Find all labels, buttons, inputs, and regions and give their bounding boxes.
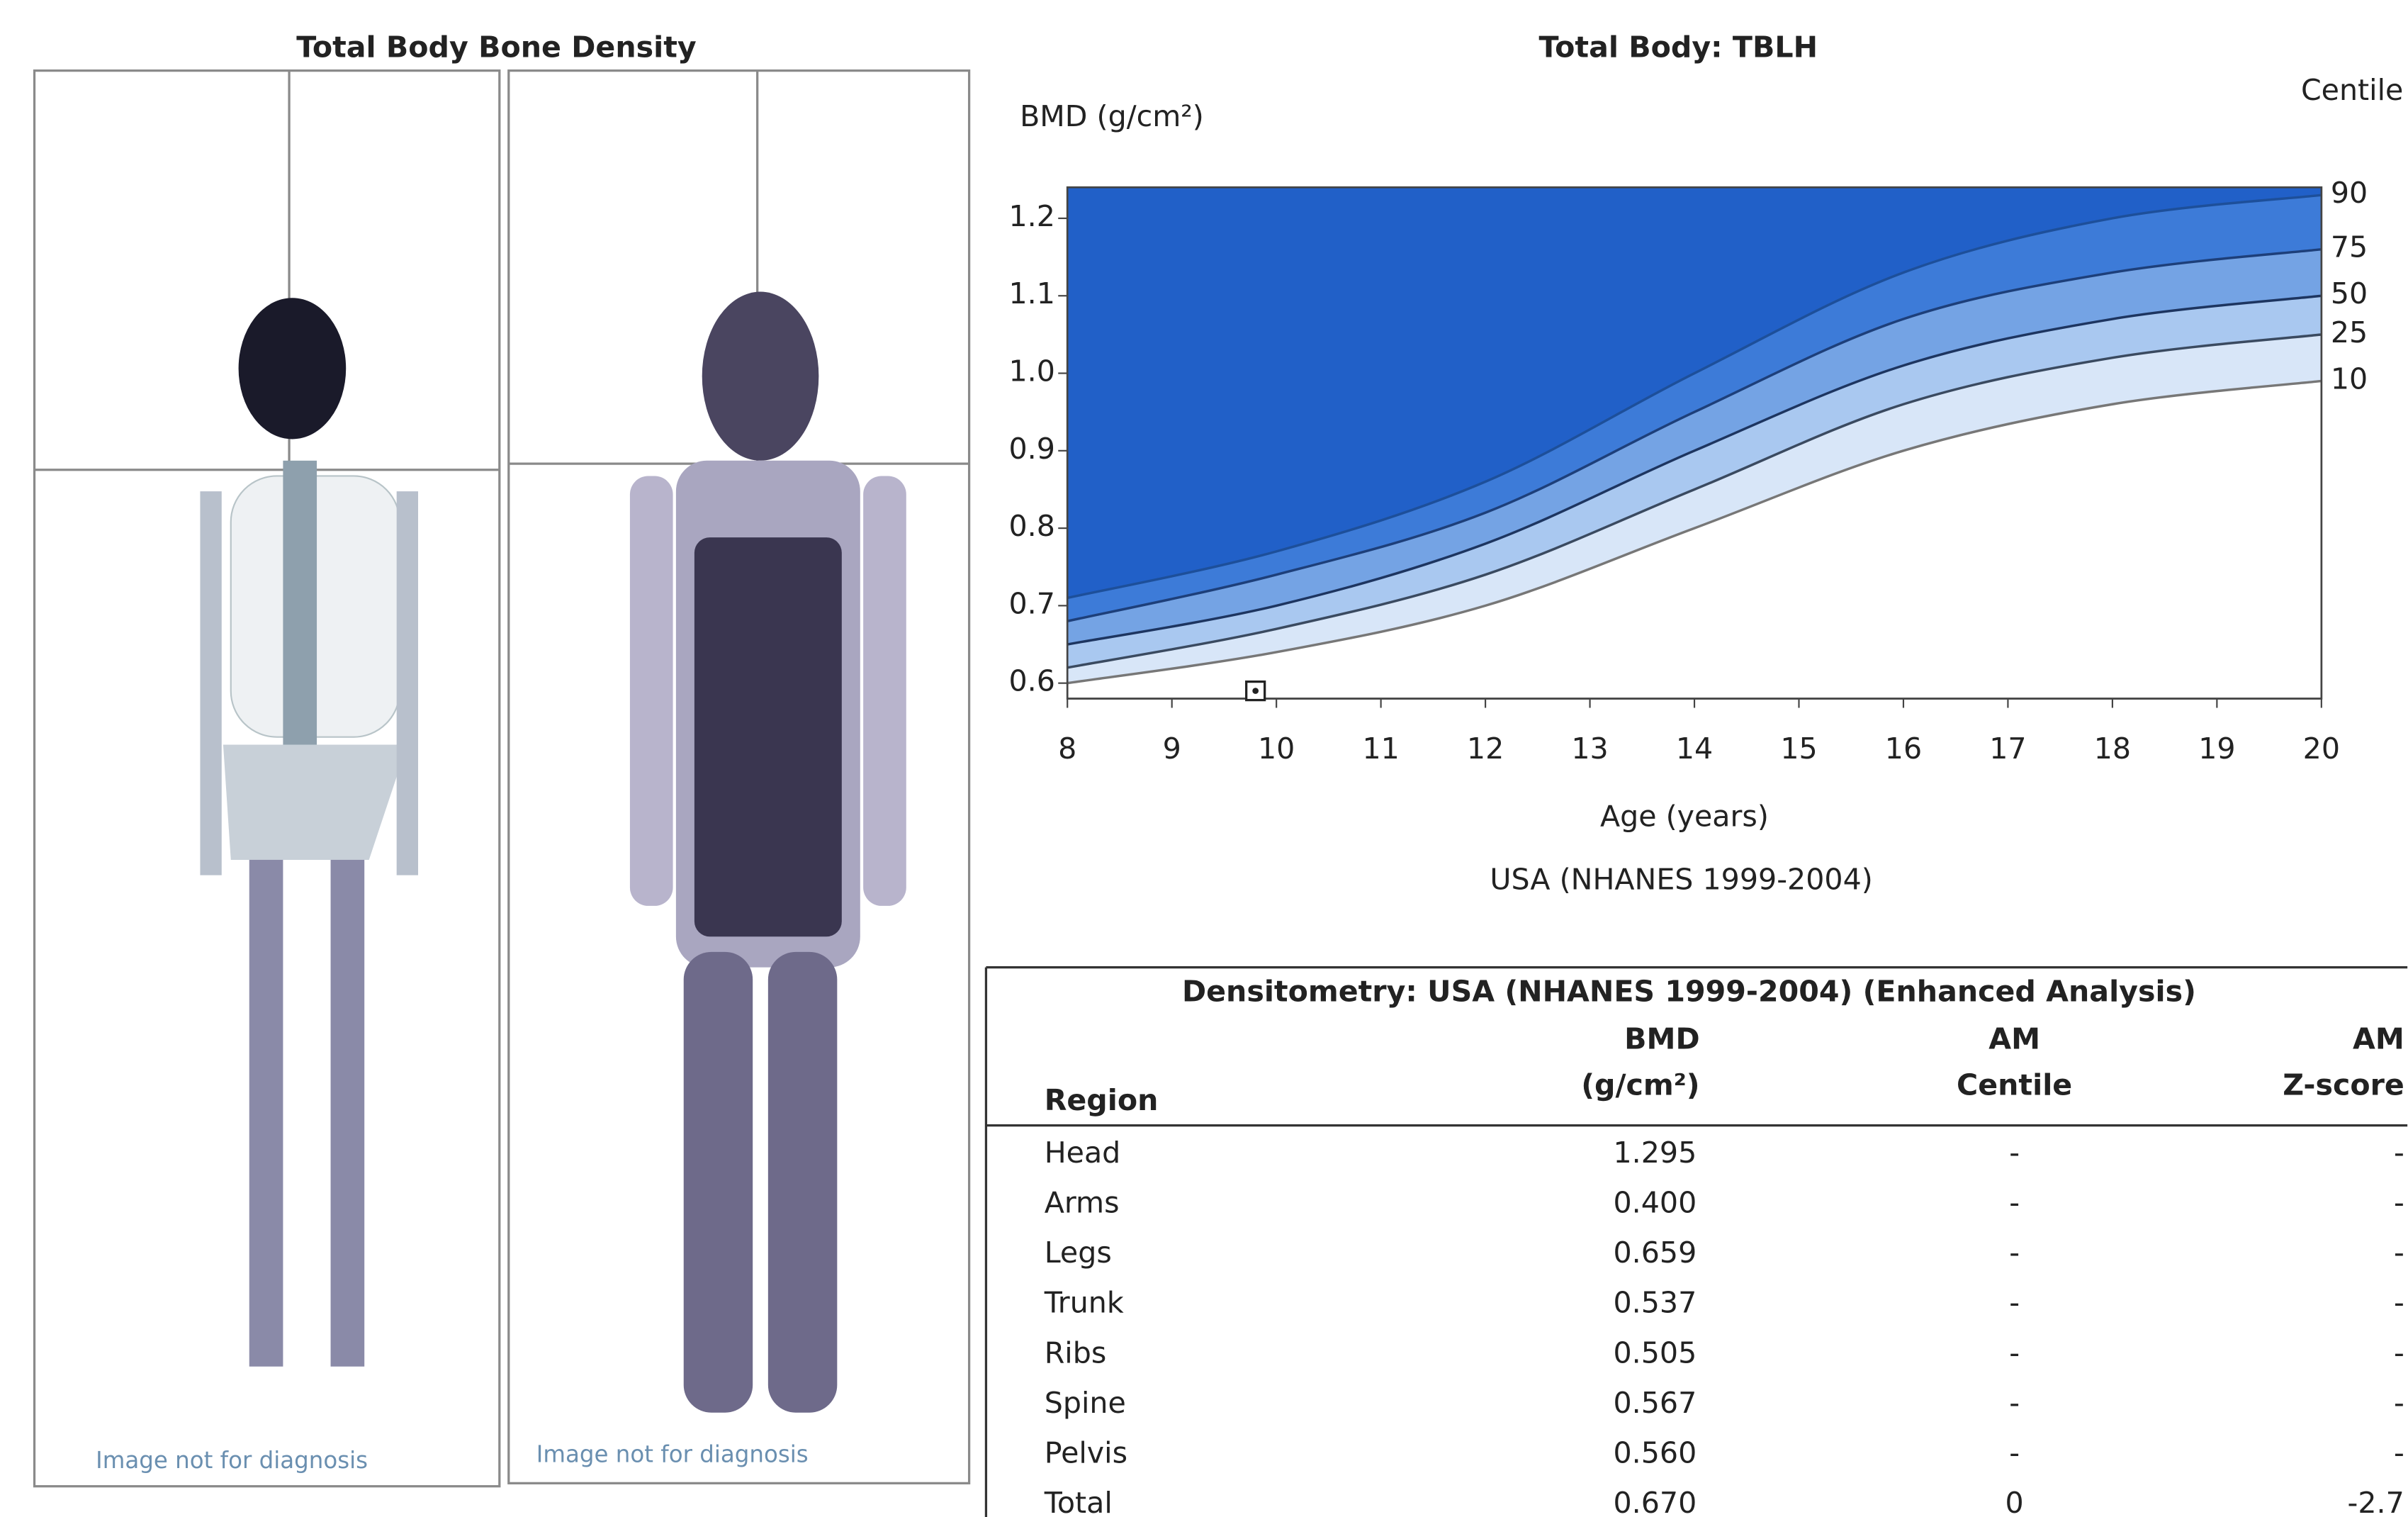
y-tick-label: 1.1 (1008, 276, 1054, 310)
cell: 0.670 (1614, 1486, 1697, 1517)
y-tick-label: 1.0 (1008, 354, 1054, 388)
disclaimer: Image not for diagnosis (96, 1447, 368, 1474)
cell: - (2009, 1435, 2020, 1470)
cell: - (2394, 1236, 2404, 1270)
cell: - (2394, 1386, 2404, 1420)
cell: - (2009, 1185, 2020, 1219)
cell: - (2394, 1136, 2404, 1170)
chart-subtitle: USA (NHANES 1999-2004) (1490, 862, 1872, 896)
x-tick-label: 16 (1885, 732, 1922, 766)
skeleton-image (200, 298, 418, 1367)
cell: - (2009, 1336, 2020, 1370)
y-tick-label: 0.6 (1008, 664, 1054, 698)
y-tick-label: 0.9 (1008, 432, 1054, 466)
y-tick-label: 0.7 (1008, 586, 1054, 620)
legend-label: 75 (2331, 230, 2368, 264)
cell: -2.7 (2348, 1486, 2404, 1517)
legend-label: 90 (2331, 176, 2368, 210)
row-label: Spine (1045, 1386, 1126, 1420)
cell: - (2394, 1435, 2404, 1470)
cell: 0.567 (1614, 1386, 1697, 1420)
y-tick-label: 1.2 (1008, 199, 1054, 233)
cell: - (2009, 1286, 2020, 1320)
x-tick-label: 20 (2303, 732, 2340, 766)
cell: - (2394, 1336, 2404, 1370)
disclaimer: Image not for diagnosis (536, 1440, 809, 1467)
x-tick-label: 15 (1780, 732, 1817, 766)
cell: - (2009, 1236, 2020, 1270)
column-header: Z-score (2283, 1068, 2404, 1102)
cell: - (2394, 1286, 2404, 1320)
x-tick-label: 13 (1571, 732, 1608, 766)
report: Total Body Bone Density Image not for di… (0, 0, 2408, 1517)
row-label: Ribs (1045, 1336, 1107, 1370)
column-header: AM (1988, 1022, 2040, 1056)
cell: 0.505 (1614, 1336, 1697, 1370)
x-tick-label: 10 (1258, 732, 1295, 766)
cell: 0 (2005, 1486, 2024, 1517)
table: Region BMD (g/cm²) AM Centile AM Z-score Head 1.… (1044, 1022, 2404, 1517)
chart-title: Total Body: TBLH (1539, 30, 1818, 64)
row-label: Pelvis (1045, 1435, 1127, 1470)
legend-label: 10 (2331, 362, 2368, 396)
column-header: (g/cm²) (1581, 1068, 1699, 1102)
patient-dot (1252, 688, 1259, 694)
x-tick-label: 11 (1362, 732, 1399, 766)
y-tick-label: 0.8 (1008, 509, 1054, 543)
column-header: Region (1045, 1083, 1159, 1117)
row-label: Legs (1045, 1236, 1112, 1270)
cell: 0.560 (1614, 1435, 1697, 1470)
cell: 0.659 (1614, 1236, 1697, 1270)
x-tick-label: 18 (2094, 732, 2131, 766)
cell: 0.400 (1614, 1185, 1697, 1219)
x-tick-label: 19 (2198, 732, 2235, 766)
legend-label: 25 (2331, 315, 2368, 349)
soft-tissue-image (630, 292, 906, 1413)
x-tick-label: 12 (1467, 732, 1504, 766)
cell: 0.537 (1614, 1286, 1697, 1320)
cell: 1.295 (1614, 1136, 1697, 1170)
row-label: Head (1045, 1136, 1121, 1170)
column-header: AM (2353, 1022, 2404, 1056)
x-tick-label: 17 (1989, 732, 2026, 766)
column-header: BMD (1624, 1022, 1699, 1056)
chart: 90 75 50 25 10 0.6 0.7 0.8 0.9 1.0 1.1 1.2 8 9 10 11 12 1… (1008, 176, 2368, 766)
x-tick-label: 14 (1676, 732, 1713, 766)
row-label: Arms (1045, 1185, 1120, 1219)
cell: - (2009, 1386, 2020, 1420)
x-tick-label: 8 (1058, 732, 1076, 766)
page: {"scan":{"title":"Total Body Bone Densit… (0, 0, 2408, 1517)
cell: - (2394, 1185, 2404, 1219)
row-label: Trunk (1044, 1286, 1124, 1320)
legend-label: 50 (2331, 276, 2368, 310)
x-tick-label: 9 (1163, 732, 1181, 766)
cell: - (2009, 1136, 2020, 1170)
table-title: Densitometry: USA (NHANES 1999-2004) (En… (1182, 974, 2196, 1008)
row-label: Total (1044, 1486, 1113, 1517)
x-axis-label: Age (years) (1600, 799, 1769, 833)
column-header: Centile (1957, 1068, 2072, 1102)
legend-title: Centile (2301, 73, 2403, 107)
y-axis-label: BMD (g/cm²) (1020, 99, 1204, 133)
scan-title: Total Body Bone Density (296, 30, 697, 64)
